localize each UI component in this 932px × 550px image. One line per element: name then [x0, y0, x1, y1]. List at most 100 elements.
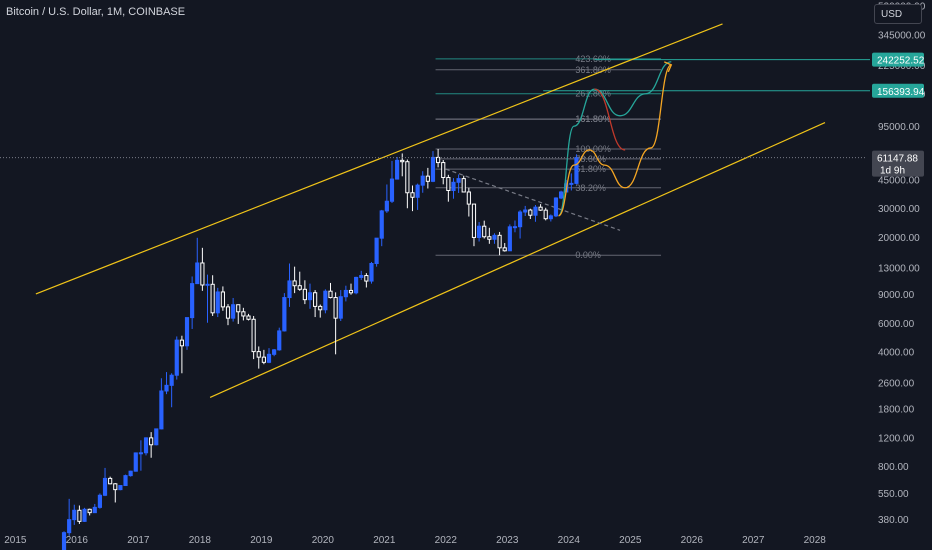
- candle-body: [128, 470, 133, 477]
- candle-body: [528, 209, 533, 216]
- time-tick-label: 2018: [189, 535, 212, 546]
- time-tick-label: 2023: [496, 535, 519, 546]
- candle-body: [323, 290, 328, 311]
- candle-body: [251, 318, 256, 353]
- candle-body: [395, 159, 400, 180]
- fib-level-label: 361.80%: [575, 65, 611, 75]
- price-badge-label: 156393.94: [877, 87, 925, 98]
- candle-body: [354, 276, 359, 294]
- price-badge-label: 242252.52: [877, 56, 925, 67]
- countdown-label: 1d 9h: [880, 166, 905, 177]
- candle-body: [97, 494, 102, 508]
- candle-body: [441, 162, 446, 179]
- price-tick-label: 1800.00: [878, 404, 915, 415]
- currency-selector[interactable]: USD: [874, 4, 922, 24]
- candle-body: [313, 292, 318, 307]
- candles-layer: [61, 148, 579, 550]
- parallel-channel[interactable]: [35, 23, 826, 398]
- projection-path-orange[interactable]: [557, 64, 672, 217]
- candle-body: [507, 226, 512, 252]
- price-badge[interactable]: [872, 83, 924, 98]
- candle-body: [389, 178, 395, 202]
- price-tick-label: 4000.00: [878, 348, 915, 359]
- candle-body: [569, 182, 574, 185]
- candle-body: [133, 452, 138, 472]
- candle-body: [210, 283, 215, 314]
- fib-extension-tool[interactable]: 423.60%361.80%261.80%161.80%161.80%100.0…: [435, 54, 870, 260]
- price-tick-label: 30000.00: [878, 204, 920, 215]
- candle-body: [553, 197, 559, 217]
- candle-body: [277, 330, 282, 351]
- candle-body: [369, 262, 374, 282]
- price-tick-label: 45000.00: [878, 175, 920, 186]
- candle-body: [543, 209, 548, 220]
- candle-body: [400, 159, 405, 163]
- candle-body: [241, 311, 246, 317]
- time-tick-label: 2022: [435, 535, 458, 546]
- candle-body: [343, 289, 348, 298]
- projection-paths[interactable]: [557, 61, 673, 217]
- candle-body: [338, 296, 343, 319]
- candle-body: [415, 184, 420, 198]
- time-tick-label: 2015: [4, 535, 27, 546]
- price-badge[interactable]: [872, 52, 924, 67]
- fib-level-label: 161.80%: [575, 114, 611, 124]
- candle-body: [405, 161, 410, 194]
- projection-path-green[interactable]: [557, 61, 672, 217]
- candle-body: [461, 178, 466, 193]
- candle-body: [77, 509, 82, 522]
- candle-body: [348, 289, 354, 294]
- fib-level-label: 0.00%: [575, 250, 601, 260]
- price-tick-label: 20000.00: [878, 233, 920, 244]
- projection-arrowhead: [664, 61, 673, 73]
- fib-level-label: 100.00%: [575, 144, 611, 154]
- candle-body: [143, 437, 149, 454]
- price-badge[interactable]: [872, 150, 924, 177]
- candle-body: [261, 356, 266, 363]
- candle-body: [200, 262, 205, 286]
- candle-body: [179, 339, 184, 347]
- candle-body: [169, 374, 174, 386]
- candle-body: [159, 390, 164, 430]
- price-tick-label: 9000.00: [878, 290, 915, 301]
- candle-body: [282, 297, 287, 332]
- candle-body: [92, 506, 97, 514]
- candle-body: [174, 339, 179, 376]
- candle-body: [297, 285, 302, 290]
- candle-body: [302, 288, 307, 301]
- time-tick-label: 2024: [558, 535, 581, 546]
- candle-body: [190, 283, 195, 319]
- channel-lower-line[interactable]: [209, 122, 826, 398]
- symbol-title[interactable]: Bitcoin / U.S. Dollar, 1M, COINBASE: [6, 6, 186, 18]
- fib-level-label: 61.80%: [575, 164, 606, 174]
- candle-body: [518, 211, 523, 228]
- price-tick-label: 13000.00: [878, 264, 920, 275]
- time-tick-label: 2019: [250, 535, 273, 546]
- candle-body: [225, 306, 231, 319]
- candle-body: [205, 283, 210, 286]
- candle-body: [374, 237, 379, 264]
- fib-level-label: 38.20%: [575, 183, 606, 193]
- projection-path-red[interactable]: [594, 88, 626, 151]
- candle-body: [328, 290, 333, 299]
- candle-body: [149, 437, 154, 446]
- channel-upper-line[interactable]: [35, 23, 723, 295]
- candle-body: [82, 508, 87, 522]
- candle-body: [410, 192, 415, 198]
- candle-body: [287, 280, 292, 299]
- candle-body: [492, 234, 497, 240]
- candle-body: [502, 247, 507, 252]
- candle-body: [318, 305, 323, 311]
- candle-body: [487, 236, 492, 240]
- candle-body: [215, 291, 220, 314]
- price-tick-label: 345000.00: [878, 30, 926, 41]
- candle-body: [451, 181, 456, 191]
- dashed-trendline[interactable]: [445, 168, 621, 231]
- candle-body: [523, 209, 528, 213]
- time-tick-label: 2028: [804, 535, 827, 546]
- fib-level-label: 261.80%: [575, 89, 611, 99]
- time-tick-label: 2016: [66, 535, 89, 546]
- candle-body: [446, 177, 451, 191]
